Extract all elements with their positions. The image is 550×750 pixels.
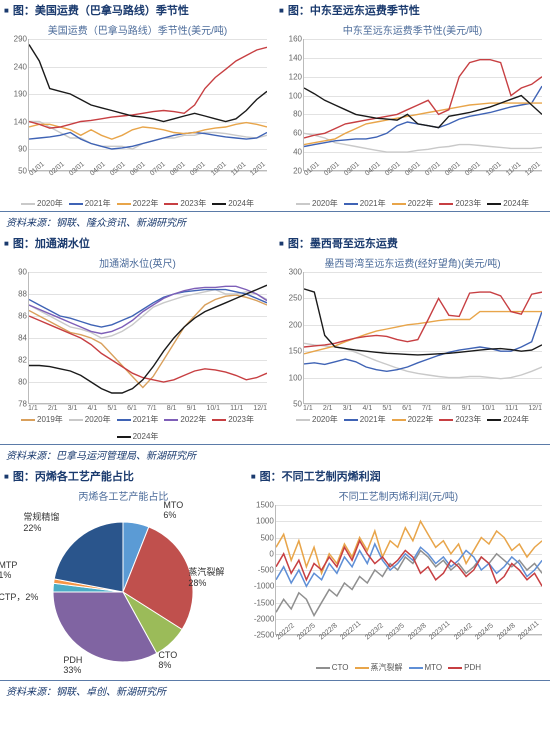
chart-box: 中东至远东运费季节性(美元/吨)2040608010012014016001/0…: [275, 20, 550, 211]
series-line: [304, 289, 542, 355]
pie-label-MTP: MTP1%: [0, 560, 17, 580]
chart-title: 中东至远东运费季节性(美元/吨): [279, 22, 546, 37]
series-line: [304, 60, 542, 138]
chart-title: 墨西哥湾至远东运费(经好望角)(美元/吨): [279, 255, 546, 270]
panel-header: 图：不同工艺制丙烯利润: [247, 466, 550, 486]
panel: 图：加通湖水位加通湖水位(英尺)788082848688901/12/13/14…: [0, 233, 275, 444]
panel-row: 图：美国运费（巴拿马路线）季节性美国运费（巴拿马路线）季节性(美元/吨)5090…: [0, 0, 550, 212]
legend: 2020年2021年2022年2023年2024年: [4, 198, 271, 209]
chart-box: 加通湖水位(英尺)788082848688901/12/13/14/15/16/…: [0, 253, 275, 444]
panel: 图：丙烯各工艺产能占比丙烯各工艺产能占比MTO6% 蒸汽裂解28% CTO8% PDH…: [0, 466, 247, 680]
pie-label-PDH: PDH33%: [63, 655, 82, 675]
chart-box: 墨西哥湾至远东运费(经好望角)(美元/吨)501001502002503001/…: [275, 253, 550, 444]
series-line: [29, 47, 267, 128]
panel-header: 图：美国运费（巴拿马路线）季节性: [0, 0, 275, 20]
panel-row: 图：丙烯各工艺产能占比丙烯各工艺产能占比MTO6% 蒸汽裂解28% CTO8% PDH…: [0, 466, 550, 681]
chart-title: 不同工艺制丙烯利润(元/吨): [251, 488, 546, 503]
series-line: [304, 86, 542, 146]
chart-box: 丙烯各工艺产能占比MTO6% 蒸汽裂解28% CTO8% PDH33% CTP，2% MT…: [0, 486, 247, 680]
series-line: [304, 292, 542, 347]
series-line: [304, 103, 542, 145]
series-line: [29, 45, 267, 122]
series-line: [276, 541, 542, 587]
panel: 图：美国运费（巴拿马路线）季节性美国运费（巴拿马路线）季节性(美元/吨)5090…: [0, 0, 275, 211]
panel: 图：墨西哥至远东运费墨西哥湾至远东运费(经好望角)(美元/吨)501001502…: [275, 233, 550, 444]
source-line: 资料来源：钢联、卓创、新湖研究所: [0, 681, 550, 702]
series-line: [29, 285, 267, 393]
panel-header: 图：丙烯各工艺产能占比: [0, 466, 247, 486]
pie-label-CTP: CTP，2%: [0, 590, 38, 603]
panel: 图：中东至远东运费季节性中东至远东运费季节性(美元/吨)204060801001…: [275, 0, 550, 211]
pie-label-常规精馏: 常规精馏22%: [23, 510, 59, 533]
pie-label-蒸汽裂解: 蒸汽裂解28%: [188, 565, 224, 588]
source-line: 资料来源：钢联、隆众资讯、新湖研究所: [0, 212, 550, 233]
chart-title: 加通湖水位(英尺): [4, 255, 271, 270]
chart-title: 丙烯各工艺产能占比: [4, 488, 243, 503]
chart-box: 不同工艺制丙烯利润(元/吨)-2500-2000-1500-1000-50005…: [247, 486, 550, 680]
legend: 2020年2021年2022年2023年2024年: [279, 414, 546, 425]
source-line: 资料来源：巴拿马运河管理局、新湖研究所: [0, 445, 550, 466]
chart-title: 美国运费（巴拿马路线）季节性(美元/吨): [4, 22, 271, 37]
legend: 2019年2020年2021年2022年2023年2024年: [4, 414, 271, 442]
panel-header: 图：墨西哥至远东运费: [275, 233, 550, 253]
series-line: [276, 551, 542, 616]
legend: 2020年2021年2022年2023年2024年: [279, 198, 546, 209]
legend: CTO蒸汽裂解MTOPDH: [251, 662, 546, 673]
panel-row: 图：加通湖水位加通湖水位(英尺)788082848688901/12/13/14…: [0, 233, 550, 445]
panel-header: 图：中东至远东运费季节性: [275, 0, 550, 20]
pie-label-MTO: MTO6%: [163, 500, 183, 520]
panel-header: 图：加通湖水位: [0, 233, 275, 253]
panel: 图：不同工艺制丙烯利润不同工艺制丙烯利润(元/吨)-2500-2000-1500…: [247, 466, 550, 680]
chart-box: 美国运费（巴拿马路线）季节性(美元/吨)509014019024029001/0…: [0, 20, 275, 211]
pie-label-CTO: CTO8%: [158, 650, 177, 670]
